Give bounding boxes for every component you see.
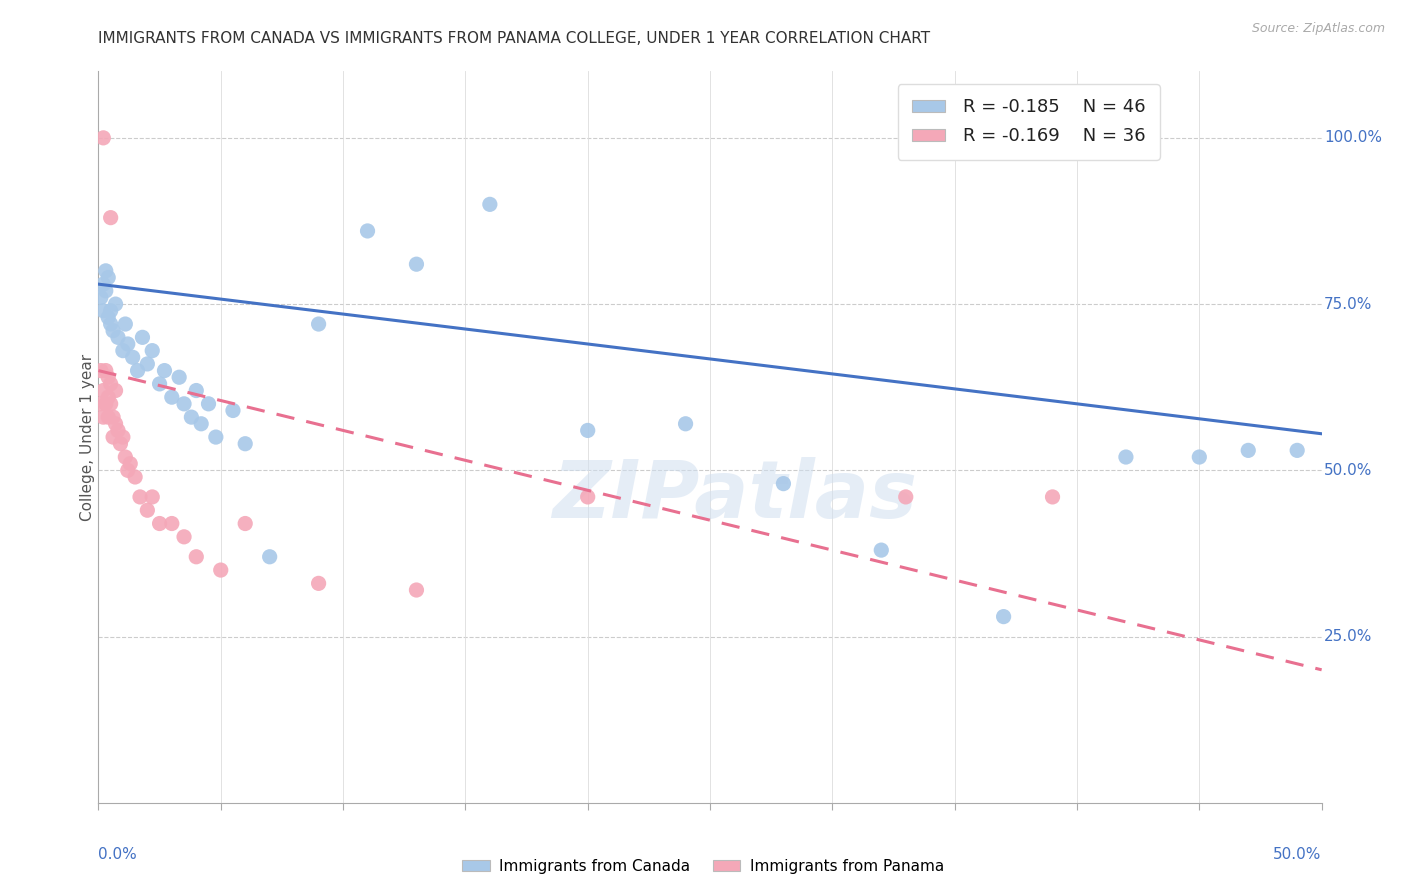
- Point: [94, 397, 117, 411]
- Point: [160, 516, 183, 531]
- Point: [104, 297, 127, 311]
- Point: [209, 563, 232, 577]
- Point: [90, 290, 112, 304]
- Point: [100, 211, 122, 225]
- Point: [100, 397, 122, 411]
- Point: [117, 337, 139, 351]
- Point: [114, 317, 136, 331]
- Point: [91, 303, 114, 318]
- Text: ZIPatlas: ZIPatlas: [553, 457, 917, 534]
- Point: [127, 363, 149, 377]
- Point: [104, 384, 127, 398]
- Point: [97, 370, 120, 384]
- Text: 50.0%: 50.0%: [1274, 847, 1322, 862]
- Point: [222, 403, 245, 417]
- Point: [141, 490, 163, 504]
- Point: [186, 384, 208, 398]
- Point: [173, 397, 195, 411]
- Point: [894, 490, 917, 504]
- Legend: Immigrants from Canada, Immigrants from Panama: Immigrants from Canada, Immigrants from …: [456, 853, 950, 880]
- Point: [576, 424, 599, 438]
- Point: [576, 490, 599, 504]
- Point: [97, 270, 120, 285]
- Point: [124, 470, 146, 484]
- Point: [94, 264, 117, 278]
- Point: [100, 317, 122, 331]
- Point: [308, 576, 330, 591]
- Point: [1188, 450, 1211, 464]
- Point: [121, 351, 143, 365]
- Point: [136, 503, 159, 517]
- Text: 100.0%: 100.0%: [1324, 130, 1382, 145]
- Point: [101, 324, 124, 338]
- Point: [870, 543, 893, 558]
- Point: [91, 131, 114, 145]
- Point: [205, 430, 228, 444]
- Point: [110, 436, 132, 450]
- Text: 50.0%: 50.0%: [1324, 463, 1372, 478]
- Point: [97, 390, 120, 404]
- Point: [91, 277, 114, 292]
- Text: 25.0%: 25.0%: [1324, 629, 1372, 644]
- Point: [97, 310, 120, 325]
- Point: [197, 397, 219, 411]
- Point: [149, 516, 172, 531]
- Point: [233, 516, 256, 531]
- Point: [153, 363, 176, 377]
- Point: [1286, 443, 1309, 458]
- Point: [993, 609, 1015, 624]
- Point: [129, 490, 152, 504]
- Point: [91, 410, 114, 425]
- Point: [1042, 490, 1064, 504]
- Point: [190, 417, 212, 431]
- Point: [100, 303, 122, 318]
- Text: 0.0%: 0.0%: [98, 847, 138, 862]
- Point: [101, 430, 124, 444]
- Point: [405, 257, 427, 271]
- Point: [136, 357, 159, 371]
- Point: [120, 457, 142, 471]
- Point: [101, 410, 124, 425]
- Point: [186, 549, 208, 564]
- Point: [149, 376, 172, 391]
- Point: [107, 424, 129, 438]
- Point: [117, 463, 139, 477]
- Point: [233, 436, 256, 450]
- Point: [173, 530, 195, 544]
- Y-axis label: College, Under 1 year: College, Under 1 year: [80, 353, 94, 521]
- Text: Source: ZipAtlas.com: Source: ZipAtlas.com: [1251, 22, 1385, 36]
- Point: [1115, 450, 1137, 464]
- Point: [111, 343, 134, 358]
- Point: [1237, 443, 1260, 458]
- Point: [478, 197, 501, 211]
- Point: [259, 549, 281, 564]
- Legend: R = -0.185    N = 46, R = -0.169    N = 36: R = -0.185 N = 46, R = -0.169 N = 36: [897, 84, 1160, 160]
- Point: [131, 330, 153, 344]
- Point: [111, 430, 134, 444]
- Text: IMMIGRANTS FROM CANADA VS IMMIGRANTS FROM PANAMA COLLEGE, UNDER 1 YEAR CORRELATI: IMMIGRANTS FROM CANADA VS IMMIGRANTS FRO…: [98, 31, 931, 46]
- Point: [180, 410, 202, 425]
- Point: [772, 476, 794, 491]
- Point: [90, 363, 112, 377]
- Point: [100, 376, 122, 391]
- Point: [160, 390, 183, 404]
- Point: [97, 410, 120, 425]
- Point: [94, 363, 117, 377]
- Point: [308, 317, 330, 331]
- Point: [141, 343, 163, 358]
- Point: [90, 397, 112, 411]
- Point: [107, 330, 129, 344]
- Point: [167, 370, 190, 384]
- Point: [94, 284, 117, 298]
- Point: [675, 417, 697, 431]
- Point: [405, 582, 427, 597]
- Point: [356, 224, 378, 238]
- Point: [114, 450, 136, 464]
- Text: 75.0%: 75.0%: [1324, 297, 1372, 311]
- Point: [91, 384, 114, 398]
- Point: [104, 417, 127, 431]
